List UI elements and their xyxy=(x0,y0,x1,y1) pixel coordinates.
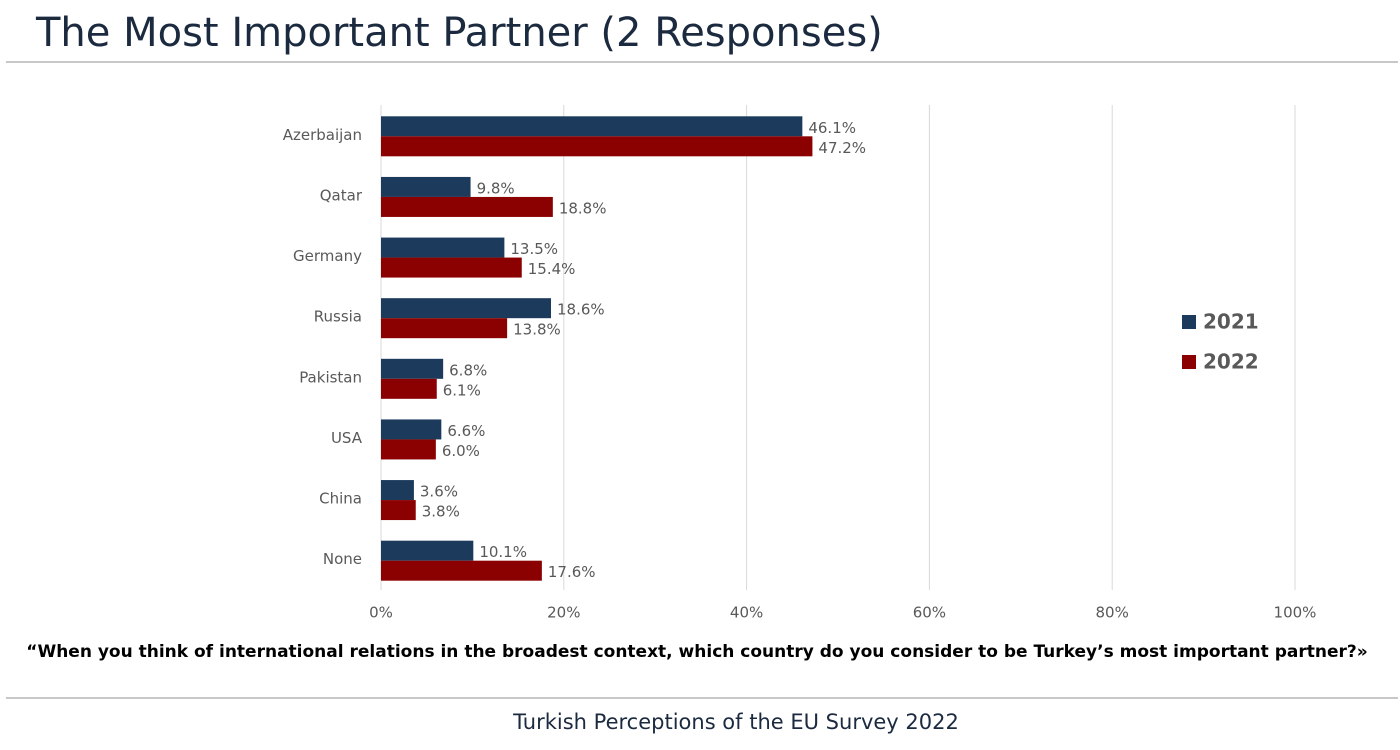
bar xyxy=(381,560,542,581)
value-label: 17.6% xyxy=(548,563,596,581)
value-label: 6.1% xyxy=(443,381,481,399)
legend-swatch xyxy=(1182,355,1196,369)
bar xyxy=(381,196,553,217)
y-tick-label: Germany xyxy=(293,247,362,265)
value-label: 9.8% xyxy=(477,179,515,197)
x-tick-label: 100% xyxy=(1274,604,1317,622)
y-tick-label: USA xyxy=(331,429,363,447)
value-label: 6.0% xyxy=(442,442,480,460)
question: “When you think of international relatio… xyxy=(26,642,1367,662)
legend-label: 2022 xyxy=(1203,350,1259,374)
value-label: 6.8% xyxy=(449,361,487,379)
x-tick-label: 80% xyxy=(1096,604,1129,622)
y-tick-label: Qatar xyxy=(320,186,363,204)
bar xyxy=(381,378,437,399)
y-tick-label: None xyxy=(323,550,362,568)
y-tick-label: Russia xyxy=(314,308,362,326)
bar xyxy=(381,176,471,197)
value-label: 18.8% xyxy=(559,199,607,217)
bar xyxy=(381,419,442,440)
bar xyxy=(381,257,522,278)
bar xyxy=(381,116,803,137)
bar xyxy=(381,237,505,258)
y-tick-label: Pakistan xyxy=(299,368,362,386)
x-tick-label: 0% xyxy=(369,604,393,622)
slide-title: The Most Important Partner (2 Responses) xyxy=(35,10,883,56)
value-label: 46.1% xyxy=(808,119,856,137)
value-label: 18.6% xyxy=(557,301,605,319)
x-tick-label: 40% xyxy=(730,604,763,622)
bar xyxy=(381,136,813,157)
value-label: 6.6% xyxy=(447,422,485,440)
bar xyxy=(381,358,444,379)
value-label: 13.8% xyxy=(513,321,561,339)
footer: Turkish Perceptions of the EU Survey 202… xyxy=(512,710,959,734)
x-tick-label: 60% xyxy=(913,604,946,622)
value-label: 15.4% xyxy=(528,260,576,278)
value-label: 10.1% xyxy=(479,543,527,561)
legend-label: 2021 xyxy=(1203,310,1259,334)
value-label: 3.8% xyxy=(422,503,460,521)
x-tick-label: 20% xyxy=(547,604,580,622)
value-label: 47.2% xyxy=(818,139,866,157)
bar xyxy=(381,298,552,319)
legend-swatch xyxy=(1182,315,1196,329)
bar xyxy=(381,540,474,561)
value-label: 13.5% xyxy=(510,240,558,258)
bar xyxy=(381,318,508,339)
bar xyxy=(381,480,414,501)
bar xyxy=(381,500,416,521)
y-tick-label: Azerbaijan xyxy=(283,126,362,144)
bar xyxy=(381,439,436,460)
y-tick-label: China xyxy=(319,490,362,508)
value-label: 3.6% xyxy=(420,483,458,501)
